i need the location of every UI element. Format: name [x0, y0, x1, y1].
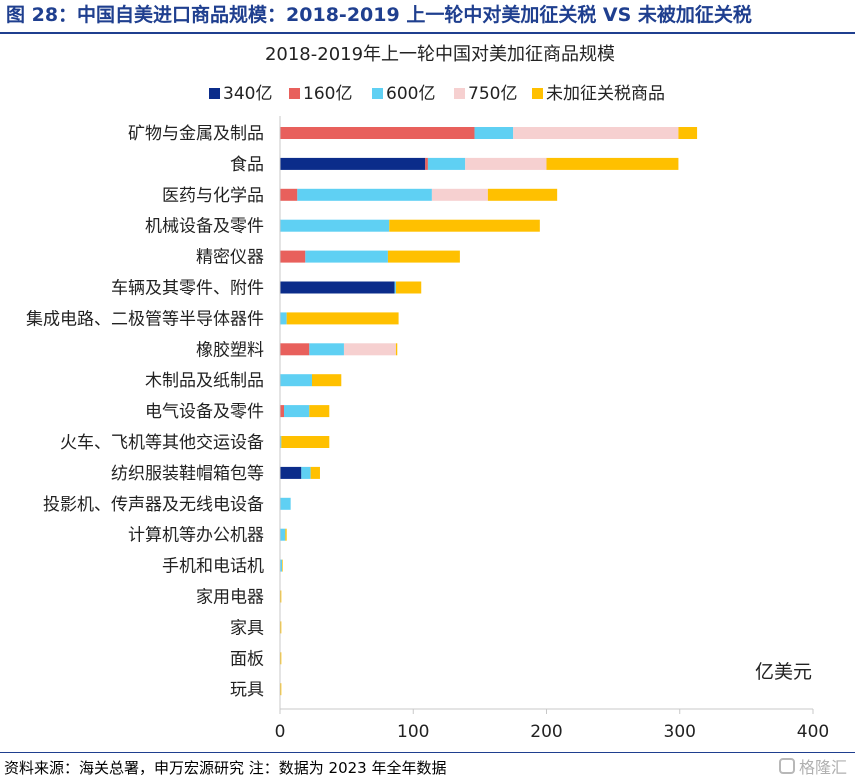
legend-label-1: 160亿 [303, 84, 352, 104]
bar-segment [280, 652, 282, 665]
category-label: 玩具 [230, 680, 264, 700]
x-axis: 0 100 200 300 400 [275, 116, 829, 742]
legend-label-0: 340亿 [223, 84, 272, 104]
watermark-text: 格隆汇 [798, 758, 847, 777]
category-label: 家用电器 [196, 588, 264, 608]
category-label: 手机和电话机 [162, 557, 264, 577]
bar-segment [280, 127, 475, 139]
title-divider [0, 32, 855, 34]
bar-segment [343, 343, 396, 356]
legend-swatch-1 [289, 88, 300, 99]
bar-segment [465, 157, 547, 170]
bar-segment [280, 281, 395, 294]
bar-segment [305, 250, 388, 263]
legend-swatch-3 [454, 88, 465, 99]
source-note: 资料来源：海关总署，申万宏源研究 注：数据为 2023 年全年数据 [4, 759, 447, 777]
category-label: 精密仪器 [196, 248, 264, 268]
category-label: 食品 [230, 155, 264, 175]
bar-segment [280, 157, 426, 170]
figure-title: 图 28：中国自美进口商品规模：2018-2019 上一轮中对美加征关税 VS … [6, 4, 752, 26]
bar-segment [395, 343, 398, 356]
bar-segment [474, 127, 514, 139]
bar-segment [487, 188, 558, 201]
bar-segment [280, 683, 282, 696]
watermark: 格隆汇 [778, 754, 847, 778]
bar-segment [281, 436, 330, 448]
bar-segment [286, 312, 399, 325]
chart-title: 2018-2019年上一轮中国对美加征商品规模 [265, 44, 615, 65]
bar-segment [427, 157, 466, 170]
x-tick-label: 0 [275, 722, 286, 742]
bar-segment [389, 219, 540, 232]
unit-label: 亿美元 [755, 661, 812, 683]
bar-segment [513, 127, 679, 139]
bar-segment [280, 436, 282, 448]
bar-segment [546, 157, 679, 170]
category-label: 橡胶塑料 [196, 340, 264, 360]
bar-segment [280, 590, 282, 603]
legend-label-4: 未加征关税商品 [546, 84, 665, 104]
legend-swatch-4 [532, 88, 543, 99]
bar-segment [395, 281, 422, 294]
bar-segment [311, 374, 342, 387]
legend-swatch-2 [372, 88, 383, 99]
bar-segment [678, 127, 698, 139]
category-label: 火车、飞机等其他交运设备 [60, 433, 264, 453]
bar-segment [297, 188, 432, 201]
watermark-logo-icon [778, 758, 795, 774]
bar-segment [431, 188, 488, 201]
legend-label-3: 750亿 [468, 84, 517, 104]
bar-segment [280, 374, 312, 387]
bar-segment [309, 405, 330, 418]
bar-segment [387, 250, 460, 263]
category-label: 计算机等办公机器 [128, 526, 264, 546]
legend-label-2: 600亿 [386, 84, 435, 104]
category-label: 车辆及其零件、附件 [111, 279, 264, 299]
x-tick-label: 300 [664, 722, 696, 742]
bar-segment [394, 281, 396, 294]
category-labels: 矿物与金属及制品食品医药与化学品机械设备及零件精密仪器车辆及其零件、附件集成电路… [26, 124, 264, 700]
bar-segment [280, 312, 287, 325]
bar-segment [280, 497, 291, 510]
category-label: 电气设备及零件 [145, 402, 264, 422]
bar-segment [280, 343, 310, 356]
bar-segment [309, 343, 344, 356]
legend: 340亿 160亿 600亿 750亿 未加征关税商品 [209, 84, 665, 104]
bar-segment [280, 219, 390, 232]
bar-segment [280, 250, 306, 263]
x-tick-label: 100 [397, 722, 429, 742]
bar-segment [301, 466, 311, 479]
bar-segment [283, 405, 310, 418]
x-tick-label: 400 [797, 722, 829, 742]
category-label: 投影机、传声器及无线电设备 [43, 495, 264, 515]
bar-segment [425, 157, 428, 170]
bar-segment [280, 621, 282, 634]
category-label: 机械设备及零件 [145, 217, 264, 237]
category-label: 木制品及纸制品 [145, 371, 264, 391]
category-label: 家具 [230, 618, 264, 638]
bar-segment [280, 405, 284, 418]
category-label: 集成电路、二极管等半导体器件 [26, 309, 264, 329]
footer-divider [0, 752, 855, 753]
category-label: 纺织服装鞋帽箱包等 [111, 464, 264, 484]
legend-swatch-0 [209, 88, 220, 99]
bar-segment [281, 559, 283, 572]
bar-segment [280, 466, 302, 479]
category-label: 面板 [230, 649, 264, 669]
bar-segment [280, 188, 298, 201]
bars-group [280, 127, 698, 696]
bar-segment [280, 528, 286, 541]
stacked-bar-chart: 2018-2019年上一轮中国对美加征商品规模 340亿 160亿 600亿 750亿… [26, 44, 829, 742]
bar-segment [280, 559, 282, 572]
category-label: 医药与化学品 [162, 186, 264, 206]
bar-segment [285, 528, 287, 541]
category-label: 矿物与金属及制品 [128, 124, 264, 144]
x-tick-label: 200 [530, 722, 562, 742]
bar-segment [310, 466, 320, 479]
